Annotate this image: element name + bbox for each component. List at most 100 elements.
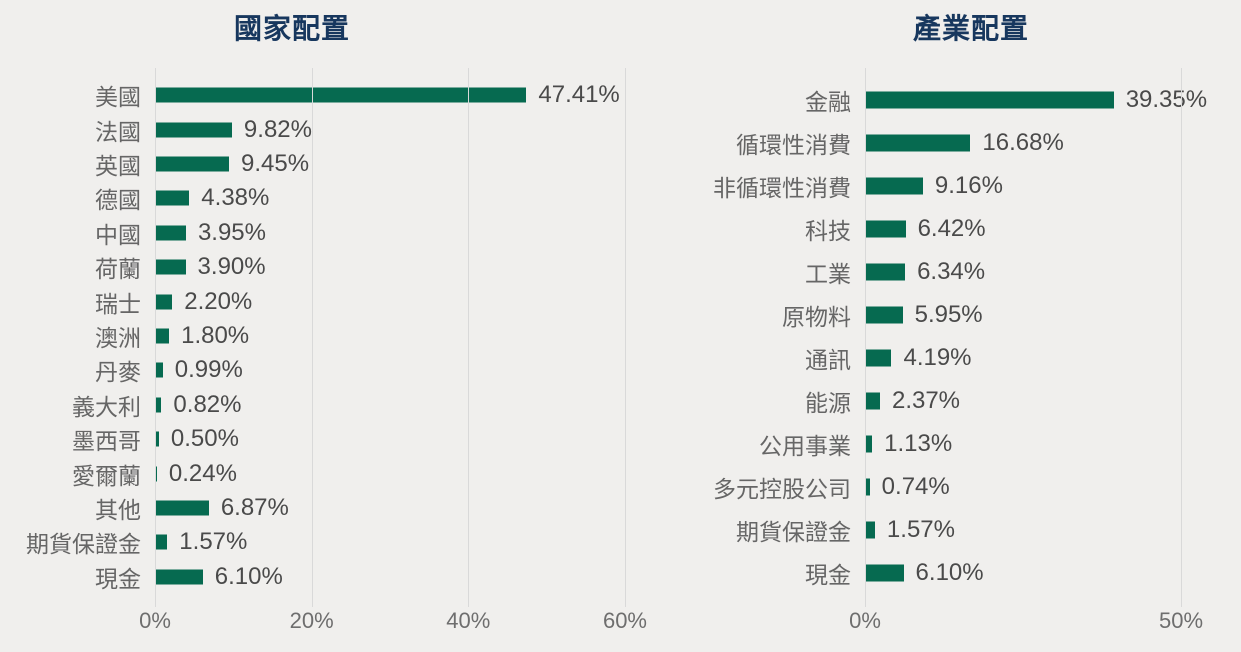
bar-row: 9.16%	[865, 164, 1185, 207]
bar-row: 2.20%	[155, 284, 626, 318]
bar-value-label: 6.10%	[915, 558, 984, 586]
bar-value-label: 0.82%	[173, 390, 242, 418]
country-allocation-chart: 國家配置 美國 法國 英國 德國 中國 荷蘭 瑞士 澳洲 丹麥 義大利 墨西哥 愛爾蘭 其他 期貨保證金現…	[0, 13, 647, 640]
bar	[865, 478, 870, 495]
bar-value-label: 9.82%	[243, 115, 312, 143]
bar	[865, 521, 875, 538]
category-label: 愛爾蘭	[72, 462, 141, 489]
bar-value-label: 16.68%	[982, 128, 1064, 156]
bar-value-label: 6.10%	[214, 562, 283, 590]
category-label: 美國	[95, 84, 141, 111]
bar	[155, 328, 170, 344]
category-label: 澳洲	[95, 325, 141, 352]
bar	[865, 263, 906, 280]
category-label: 現金	[95, 565, 141, 592]
category-label: 工業	[805, 260, 851, 287]
bar-value-label: 9.16%	[934, 171, 1003, 199]
category-label: 墨西哥	[72, 428, 141, 455]
bar-row: 2.37%	[865, 379, 1185, 422]
axis-tick-label: 40%	[446, 608, 491, 633]
bar	[155, 397, 162, 413]
bar-value-label: 0.99%	[174, 356, 243, 384]
bar-row: 0.24%	[155, 456, 626, 490]
gridline	[311, 68, 313, 600]
axis-tick-label: 0%	[139, 608, 171, 633]
axis-tick-label: 0%	[849, 608, 881, 633]
category-label: 德國	[95, 187, 141, 214]
bar-row: 1.13%	[865, 422, 1185, 465]
bar-row: 1.57%	[865, 508, 1185, 551]
bar-row: 3.95%	[155, 216, 626, 250]
bar	[155, 569, 203, 585]
bar-row: 6.87%	[155, 491, 626, 525]
bar-row: 6.34%	[865, 250, 1185, 293]
category-label: 通訊	[805, 346, 851, 373]
bar	[155, 534, 168, 550]
bar-row: 4.19%	[865, 336, 1185, 379]
chart-title: 國家配置	[233, 13, 350, 44]
bar-value-label: 0.24%	[168, 459, 237, 487]
category-label: 期貨保證金	[736, 518, 851, 545]
bar-row: 6.10%	[865, 551, 1185, 594]
axis-tick-label: 20%	[289, 608, 334, 633]
plot-area: 47.41% 9.82% 9.45% 4.38% 3.95% 3.90% 2.20% 1.80…	[155, 68, 626, 607]
category-label: 義大利	[72, 393, 141, 420]
bar-value-label: 6.42%	[917, 214, 986, 242]
industry-allocation-chart: 產業配置 金融 循環性消費 非循環性消費 科技 工業 原物料 通訊 能源 公用事業 多元控股公司期…	[660, 0, 1241, 652]
bar-value-label: 4.38%	[201, 184, 270, 212]
bar-row: 6.42%	[865, 207, 1185, 250]
category-axis: 金融 循環性消費 非循環性消費 科技 工業 原物料 通訊 能源 公用事業 多元控股公司 期貨保證金現…	[665, 78, 855, 594]
bar	[865, 564, 904, 581]
category-label: 循環性消費	[736, 131, 851, 158]
bar-value-label: 1.80%	[181, 322, 250, 350]
plot-area: 39.35% 16.68% 9.16% 6.42% 6.34% 5.95% 4.19% 2.3…	[865, 68, 1207, 607]
bar-row: 4.38%	[155, 181, 626, 215]
axis-tick-label: 50%	[1158, 608, 1204, 633]
bar-value-label: 2.37%	[891, 386, 961, 414]
bar	[865, 392, 880, 409]
axis-tick-mark	[865, 600, 866, 607]
bar-value-label: 0.50%	[170, 425, 239, 453]
bar-value-label: 1.13%	[884, 429, 953, 457]
bar	[155, 362, 163, 378]
bar-row: 0.74%	[865, 465, 1185, 508]
bar-value-label: 0.74%	[881, 472, 950, 500]
bar	[155, 156, 230, 172]
axis-tick-mark	[311, 600, 313, 607]
value-axis: 0% 50%	[849, 608, 1203, 640]
category-label: 非循環性消費	[713, 174, 851, 201]
bar-row: 9.45%	[155, 147, 626, 181]
bar-rows: 47.41% 9.82% 9.45% 4.38% 3.95% 3.90% 2.20% 1.80…	[155, 78, 626, 594]
category-label: 金融	[805, 88, 851, 115]
bar	[865, 91, 1114, 108]
category-axis: 美國 法國 英國 德國 中國 荷蘭 瑞士 澳洲 丹麥 義大利 墨西哥 愛爾蘭 其他 期貨保證金 現金	[0, 78, 145, 594]
bar-row: 1.57%	[155, 525, 626, 559]
gridline	[1181, 68, 1182, 600]
gridline	[624, 68, 626, 600]
bar-rows: 39.35% 16.68% 9.16% 6.42% 6.34% 5.95% 4.19% 2.3…	[865, 78, 1207, 594]
bar	[155, 294, 173, 310]
bar-value-label: 5.95%	[914, 300, 983, 328]
category-label: 科技	[805, 217, 851, 244]
bar-row: 0.99%	[155, 353, 626, 387]
bar-row: 6.10%	[155, 560, 626, 594]
bar	[155, 259, 186, 275]
value-axis: 0% 20% 40% 60%	[139, 608, 647, 640]
bar	[865, 220, 906, 237]
bar-value-label: 1.57%	[886, 515, 955, 543]
category-label: 公用事業	[759, 432, 851, 459]
category-label: 能源	[805, 389, 851, 416]
bar	[865, 134, 971, 151]
gridline	[468, 68, 470, 600]
gridline	[865, 68, 866, 600]
axis-tick-mark	[155, 600, 156, 607]
axis-tick-mark	[468, 600, 470, 607]
bar-row: 1.80%	[155, 319, 626, 353]
category-label: 瑞士	[95, 290, 141, 317]
bar-value-label: 3.90%	[197, 253, 266, 281]
bar-value-label: 39.35%	[1125, 85, 1208, 113]
category-label: 現金	[805, 561, 851, 588]
bar	[155, 122, 232, 138]
bar-row: 16.68%	[865, 121, 1185, 164]
bar-value-label: 1.57%	[179, 528, 248, 556]
